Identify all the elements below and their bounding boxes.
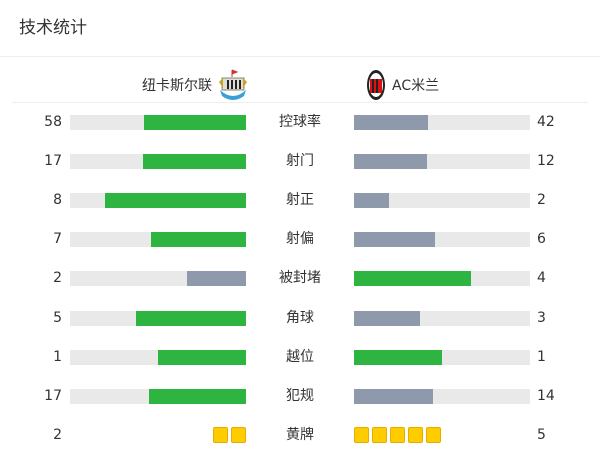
stat-row: 7 射偏 6: [0, 229, 600, 249]
stat-row: 17 犯规 14: [0, 386, 600, 406]
away-team-name: AC米兰: [392, 78, 440, 94]
ac-milan-crest-icon: [367, 70, 385, 100]
away-bar-fill: [354, 271, 472, 286]
stat-label: 犯规: [286, 388, 314, 404]
away-bar: [354, 271, 530, 286]
stat-label: 射偏: [286, 231, 314, 247]
page-title: 技术统计: [19, 18, 87, 38]
away-bar: [354, 154, 530, 169]
away-value: 6: [537, 231, 546, 247]
home-bar: [70, 389, 246, 404]
stat-row: 8 射正 2: [0, 190, 600, 210]
away-bar-fill: [354, 193, 390, 208]
home-value: 58: [44, 114, 62, 130]
away-value: 4: [537, 270, 546, 286]
away-team[interactable]: AC米兰: [366, 68, 439, 102]
yellow-card-icon: [372, 427, 387, 443]
yellow-cards-row: 2 黄牌 5: [0, 425, 600, 445]
away-value: 3: [537, 310, 546, 326]
stat-label: 黄牌: [286, 427, 314, 443]
stat-label: 被封堵: [279, 270, 321, 286]
away-bar-fill: [354, 350, 442, 365]
stat-row: 17 射门 12: [0, 151, 600, 171]
stat-row: 1 越位 1: [0, 347, 600, 367]
stat-label: 角球: [286, 310, 314, 326]
home-bar-fill: [151, 232, 246, 247]
away-value: 14: [537, 388, 555, 404]
yellow-card-icon: [354, 427, 369, 443]
stat-label: 越位: [286, 349, 314, 365]
away-bar: [354, 115, 530, 130]
away-bar-fill: [354, 232, 436, 247]
home-bar: [70, 350, 246, 365]
away-value: 5: [537, 427, 546, 443]
stat-row: 2 被封堵 4: [0, 268, 600, 288]
home-bar: [70, 193, 246, 208]
home-value: 5: [53, 310, 62, 326]
yellow-card-icon: [408, 427, 423, 443]
home-bar: [70, 232, 246, 247]
away-value: 42: [537, 114, 555, 130]
home-bar: [70, 115, 246, 130]
home-bar-fill: [158, 350, 246, 365]
home-value: 8: [53, 192, 62, 208]
home-cards: [213, 427, 246, 443]
stat-label: 控球率: [279, 114, 321, 130]
home-value: 17: [44, 388, 62, 404]
stat-row: 5 角球 3: [0, 308, 600, 328]
yellow-card-icon: [390, 427, 405, 443]
home-value: 7: [53, 231, 62, 247]
home-bar-fill: [187, 271, 246, 286]
away-value: 12: [537, 153, 555, 169]
stat-row: 58 控球率 42: [0, 112, 600, 132]
away-bar: [354, 311, 530, 326]
home-bar-fill: [149, 389, 246, 404]
home-bar-fill: [142, 154, 246, 169]
divider: [0, 56, 600, 57]
away-cards: [354, 427, 441, 443]
away-bar: [354, 232, 530, 247]
away-bar-fill: [354, 311, 420, 326]
stat-label: 射正: [286, 192, 314, 208]
home-value: 2: [53, 270, 62, 286]
away-bar: [354, 193, 530, 208]
home-bar: [70, 154, 246, 169]
home-bar: [70, 271, 246, 286]
divider: [12, 102, 588, 103]
away-bar: [354, 389, 530, 404]
home-bar-fill: [136, 311, 246, 326]
yellow-card-icon: [231, 427, 246, 443]
home-team[interactable]: 纽卡斯尔联: [142, 68, 248, 102]
away-value: 1: [537, 349, 546, 365]
away-value: 2: [537, 192, 546, 208]
yellow-card-icon: [426, 427, 441, 443]
teams-header: 纽卡斯尔联 AC米兰: [0, 60, 600, 100]
home-value: 2: [53, 427, 62, 443]
away-bar: [354, 350, 530, 365]
yellow-card-icon: [213, 427, 228, 443]
home-bar-fill: [105, 193, 246, 208]
home-team-name: 纽卡斯尔联: [142, 78, 212, 94]
home-bar: [70, 311, 246, 326]
home-bar-fill: [143, 115, 246, 130]
newcastle-crest-icon: [219, 69, 247, 100]
home-value: 1: [53, 349, 62, 365]
away-bar-fill: [354, 154, 427, 169]
home-value: 17: [44, 153, 62, 169]
stat-label: 射门: [286, 153, 314, 169]
away-bar-fill: [354, 115, 428, 130]
away-bar-fill: [354, 389, 434, 404]
